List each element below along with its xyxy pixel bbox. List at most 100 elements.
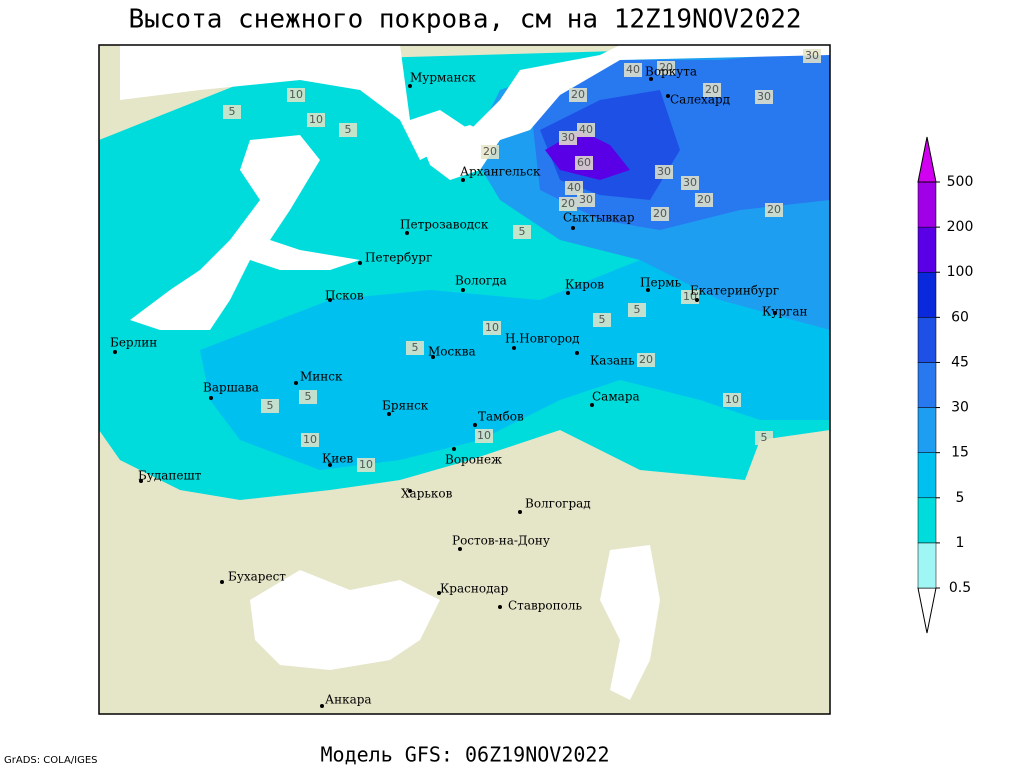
contour-label-bg xyxy=(695,193,713,207)
city-dot xyxy=(408,84,412,88)
white-sea xyxy=(420,125,500,180)
caspian-sea xyxy=(600,545,660,700)
colorbar-cell xyxy=(917,407,937,453)
contour-label-bg xyxy=(307,113,325,127)
city-label: Варшава xyxy=(203,381,259,395)
contour-label-bg xyxy=(651,207,669,221)
city-label: Воронеж xyxy=(445,453,502,467)
contour-label: 10 xyxy=(725,393,739,406)
contour-label: 20 xyxy=(639,353,653,366)
city-dot xyxy=(649,77,653,81)
city-label: Анкара xyxy=(325,693,372,707)
city-dot xyxy=(209,396,213,400)
city-dot xyxy=(512,346,516,350)
city-label: Воркута xyxy=(645,65,697,79)
city-label: Минск xyxy=(300,370,343,384)
contour-label: 40 xyxy=(567,181,581,194)
colorbar-cell xyxy=(917,452,937,499)
contour-label: 30 xyxy=(757,90,771,103)
city-dot xyxy=(437,591,441,595)
contour-label-bg xyxy=(513,225,531,239)
contour-label-bg xyxy=(624,63,642,77)
black-sea xyxy=(250,570,440,670)
cities: Мурманск Воркута Салехард Архангельск Сыктыв… xyxy=(110,65,807,708)
contour-label-bg xyxy=(657,61,675,75)
city-label: Ставрополь xyxy=(508,599,582,613)
city-dot xyxy=(458,547,462,551)
colorbar-label: 15 xyxy=(951,445,969,461)
colorbar-label: 1 xyxy=(956,535,965,551)
contour-label-bg xyxy=(287,88,305,102)
city-label: Киров xyxy=(565,278,604,292)
contour-label: 5 xyxy=(229,105,236,118)
snow-5 xyxy=(200,260,830,470)
contour-label-bg xyxy=(765,203,783,217)
contour-label: 20 xyxy=(697,193,711,206)
city-label: Н.Новгород xyxy=(505,332,580,346)
contour-label: 30 xyxy=(805,49,819,62)
contour-label: 5 xyxy=(761,431,768,444)
contour-label-bg xyxy=(565,181,583,195)
city-dot xyxy=(666,94,670,98)
colorbar-tip-low xyxy=(917,587,937,634)
contour-label: 30 xyxy=(657,165,671,178)
contour-label: 20 xyxy=(571,88,585,101)
contour-label: 5 xyxy=(345,123,352,136)
contour-label-bg xyxy=(723,393,741,407)
city-dot xyxy=(405,231,409,235)
map xyxy=(98,44,831,715)
colorbar-cell xyxy=(917,497,937,544)
contour-label-bg xyxy=(637,353,655,367)
contour-label: 20 xyxy=(561,197,575,210)
colorbar-cell xyxy=(917,181,937,228)
colorbar-label: 200 xyxy=(947,219,974,235)
colorbar-label: 100 xyxy=(947,264,974,280)
contour-label: 10 xyxy=(303,433,317,446)
city-label: Киев xyxy=(322,452,353,466)
city-dot xyxy=(408,489,412,493)
city-dot xyxy=(518,510,522,514)
contour-label: 10 xyxy=(289,88,303,101)
colorbar-label: 30 xyxy=(951,400,969,416)
map-frame xyxy=(98,44,831,715)
city-label: Курган xyxy=(762,305,807,319)
city-label: Пермь xyxy=(640,276,682,290)
contour-label-bg xyxy=(577,193,595,207)
contour-label: 30 xyxy=(579,193,593,206)
city-label: Вологда xyxy=(455,274,507,288)
city-dot xyxy=(220,580,224,584)
contour-label-bg xyxy=(703,83,721,97)
contour-label: 5 xyxy=(519,225,526,238)
city-label: Бухарест xyxy=(228,570,286,584)
contour-label: 10 xyxy=(683,290,697,303)
city-label: Краснодар xyxy=(440,582,509,596)
contour-label: 30 xyxy=(683,176,697,189)
contour-label: 20 xyxy=(653,207,667,220)
contour-label: 10 xyxy=(485,321,499,334)
contour-label: 10 xyxy=(359,458,373,471)
city-label: Мурманск xyxy=(410,71,476,85)
title: Высота снежного покрова, см на 12Z19NOV2… xyxy=(128,5,801,35)
contour-label-bg xyxy=(406,341,424,355)
city-label: Брянск xyxy=(382,399,429,413)
city-label: Берлин xyxy=(110,336,157,350)
contour-label-bg xyxy=(755,431,773,445)
city-dot xyxy=(695,298,699,302)
city-dot xyxy=(328,463,332,467)
contour-label-bg xyxy=(483,321,501,335)
contour-label-bg xyxy=(559,131,577,145)
contour-label: 5 xyxy=(599,313,606,326)
colorbar-cell xyxy=(917,226,937,273)
city-label: Псков xyxy=(325,289,364,303)
city-dot xyxy=(139,479,143,483)
contour-label-bg xyxy=(803,49,821,63)
contour-label-bg xyxy=(301,433,319,447)
city-label: Петрозаводск xyxy=(400,218,489,232)
city-dot xyxy=(590,403,594,407)
city-label: Москва xyxy=(428,345,476,359)
city-label: Волгоград xyxy=(525,497,591,511)
city-dot xyxy=(431,355,435,359)
colorbar-label: 0.5 xyxy=(949,580,971,596)
